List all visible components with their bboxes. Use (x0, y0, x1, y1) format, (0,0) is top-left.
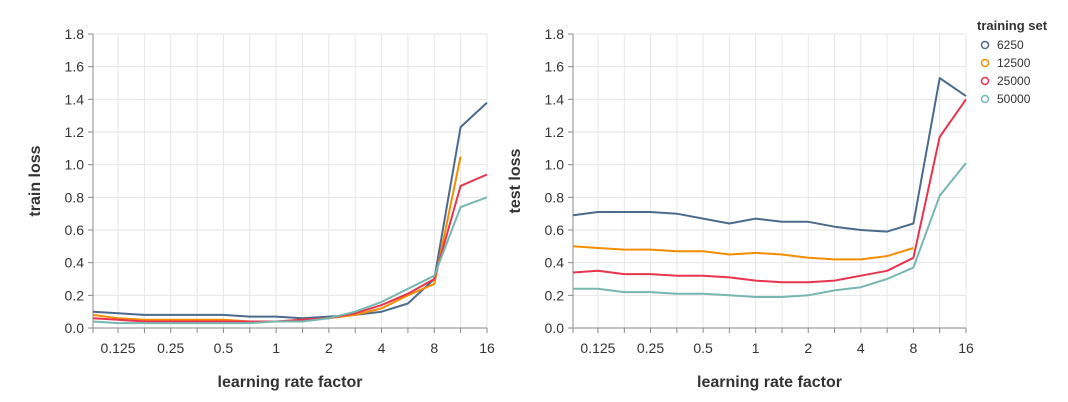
x-tick-label: 2 (325, 340, 333, 356)
y-tick-label: 1.8 (545, 26, 565, 42)
train-series-6250 (92, 101, 488, 320)
y-tick-label: 0.0 (545, 320, 565, 336)
x-tick-label: 8 (910, 340, 918, 356)
y-tick-label: 0.8 (545, 189, 565, 205)
legend-label-25000: 25000 (997, 74, 1031, 88)
test-series-50000 (573, 162, 967, 298)
x-axis-title: learning rate factor (218, 374, 363, 391)
x-tick-label: 16 (479, 340, 495, 356)
y-tick-label: 1.6 (65, 59, 85, 75)
x-tick-label: 8 (430, 340, 438, 356)
x-tick-label: 1 (752, 340, 760, 356)
x-tick-label: 0.5 (693, 340, 713, 356)
legend: training set 6250 12500 25000 50000 (977, 18, 1048, 106)
x-tick-label: 2 (804, 340, 812, 356)
train-series-25000 (92, 173, 488, 323)
legend-label-6250: 6250 (997, 38, 1024, 52)
y-tick-label: 1.4 (65, 91, 85, 107)
x-tick-label: 4 (378, 340, 386, 356)
test-series-25000 (572, 98, 967, 284)
test-series-6250 (572, 77, 967, 233)
y-tick-label: 0.6 (65, 222, 85, 238)
legend-symbol-6250 (980, 40, 990, 50)
y-tick-label: 1.2 (545, 124, 565, 140)
train-loss-chart: 0.0 0.2 0.4 0.6 0.8 1.0 1.2 1.4 1.6 1.8 0.125 0.25 0… (27, 26, 495, 391)
y-axis-title: test loss (507, 148, 524, 213)
legend-title: training set (977, 18, 1048, 33)
y-tick-label: 1.2 (65, 124, 85, 140)
x-tick-label: 16 (958, 340, 974, 356)
x-axis-title: learning rate factor (697, 374, 842, 391)
y-tick-label: 1.6 (545, 59, 565, 75)
y-tick-label: 0.8 (65, 189, 85, 205)
y-tick-label: 1.4 (545, 91, 565, 107)
train-series-12500 (92, 156, 462, 323)
legend-symbol-25000 (980, 76, 990, 86)
y-tick-label: 0.4 (65, 255, 85, 271)
legend-label-50000: 50000 (997, 92, 1031, 106)
legend-symbol-12500 (980, 58, 990, 68)
y-tick-label: 0.2 (65, 287, 85, 303)
y-tick-label: 0.0 (65, 320, 85, 336)
x-tick-label: 0.25 (637, 340, 664, 356)
x-tick-label: 0.125 (100, 340, 135, 356)
x-tick-label: 0.25 (157, 340, 184, 356)
y-tick-label: 0.6 (545, 222, 565, 238)
x-tick-label: 0.125 (580, 340, 615, 356)
test-series-12500 (572, 245, 914, 261)
x-tick-label: 1 (272, 340, 280, 356)
train-series-50000 (92, 196, 488, 325)
x-tick-label: 4 (857, 340, 865, 356)
y-axis-title: train loss (27, 145, 44, 216)
x-tick-label: 0.5 (214, 340, 234, 356)
test-loss-chart: 0.0 0.2 0.4 0.6 0.8 1.0 1.2 1.4 1.6 1.8 0.125 0.25 0… (507, 26, 974, 391)
y-tick-label: 0.2 (545, 287, 565, 303)
y-tick-label: 1.0 (65, 157, 85, 173)
y-tick-label: 1.8 (65, 26, 85, 42)
legend-label-12500: 12500 (997, 56, 1031, 70)
legend-symbol-50000 (980, 94, 990, 104)
y-tick-label: 1.0 (545, 157, 565, 173)
y-tick-label: 0.4 (545, 255, 565, 271)
